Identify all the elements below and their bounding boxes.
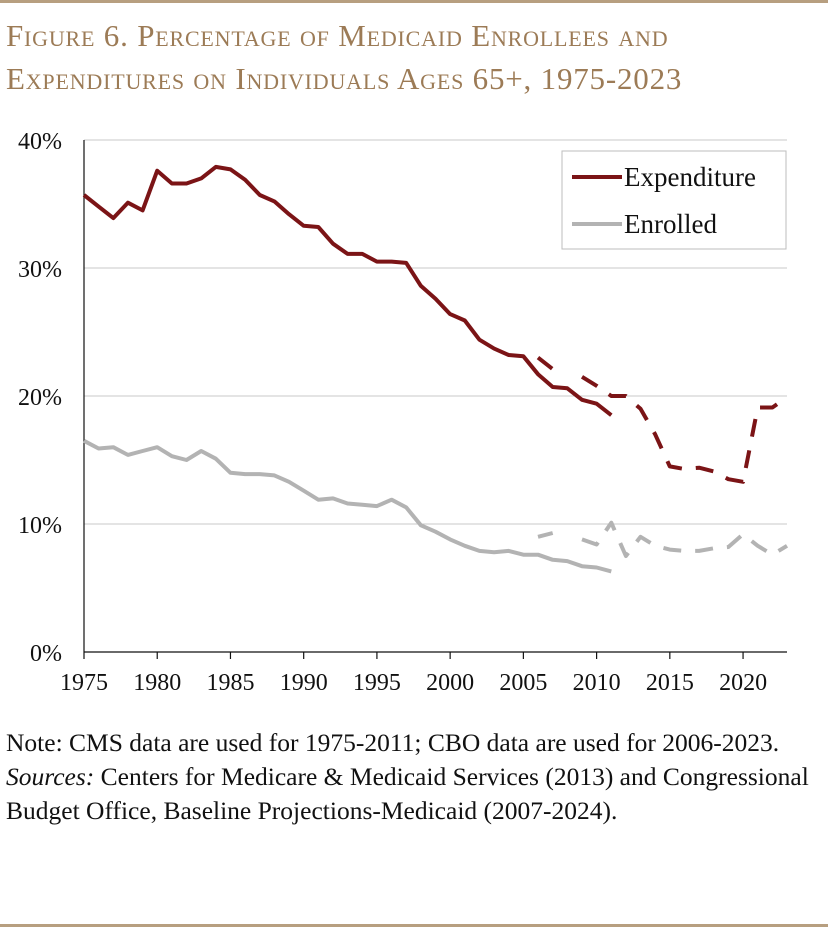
sources-body: Centers for Medicare & Medicaid Services… [6, 762, 809, 825]
sources-label: Sources: [6, 762, 95, 791]
x-tick-label-2000: 2000 [426, 670, 474, 696]
figure-title-line-2: Expenditures on Individuals Ages 65+, 19… [6, 61, 683, 96]
note-text: Note: CMS data are used for 1975-2011; C… [6, 728, 780, 757]
legend: Expenditure Enrolled [561, 150, 787, 250]
x-tick-label-1990: 1990 [280, 670, 328, 696]
x-tick-labels: 1975 1980 1985 1990 1995 2000 2005 2010 2015 2020 [60, 670, 767, 696]
axes [83, 140, 787, 659]
x-tick-label-1975: 1975 [60, 670, 108, 696]
gridlines [84, 139, 787, 525]
x-tick-label-1980: 1980 [133, 670, 181, 696]
x-tick-label-1985: 1985 [206, 670, 254, 696]
x-tick-label-1995: 1995 [353, 670, 401, 696]
bottom-rule [0, 924, 828, 927]
series-line-enrolled-cms [83, 439, 612, 574]
line-chart: 0% 10% 20% 30% 40% 1975 1980 1985 1990 1995 2000 2… [18, 129, 789, 696]
x-tick-label-2005: 2005 [499, 670, 547, 696]
legend-label-enrolled: Enrolled [624, 209, 717, 239]
series-line-expenditure-cms [82, 164, 613, 417]
series-line-expenditure-cbo [536, 356, 789, 484]
x-tick-label-2010: 2010 [573, 670, 621, 696]
figure-title: Figure 6. Percentage of Medicaid Enrolle… [6, 14, 822, 100]
y-tick-label-0: 0% [30, 641, 62, 667]
y-tick-label-10: 10% [18, 513, 62, 539]
y-tick-labels: 0% 10% 20% 30% 40% [18, 129, 62, 667]
series-line-enrolled-cbo [537, 520, 789, 558]
top-rule [0, 0, 828, 3]
y-tick-label-30: 30% [18, 257, 62, 283]
series-lines [82, 164, 789, 574]
y-tick-label-20: 20% [18, 385, 62, 411]
figure-title-line-1: Figure 6. Percentage of Medicaid Enrolle… [6, 18, 669, 53]
sources-text: Sources: Centers for Medicare & Medicaid… [6, 760, 822, 828]
figure-notes: Note: CMS data are used for 1975-2011; C… [6, 726, 822, 828]
x-tick-label-2020: 2020 [719, 670, 767, 696]
legend-box [561, 150, 787, 250]
x-tick-label-2015: 2015 [646, 670, 694, 696]
legend-label-expenditure: Expenditure [624, 162, 756, 192]
y-tick-label-40: 40% [18, 129, 62, 155]
